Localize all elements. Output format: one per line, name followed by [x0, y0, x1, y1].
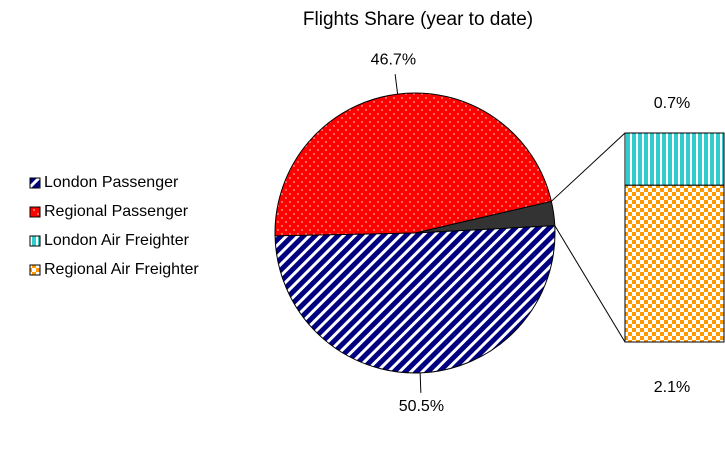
- legend-label: Regional Air Freighter: [44, 261, 199, 278]
- legend-swatch: [29, 264, 41, 276]
- leader-line: [419, 372, 422, 393]
- data-label: 50.5%: [399, 398, 444, 415]
- legend-label: London Passenger: [44, 174, 179, 191]
- legend-swatch: [29, 235, 41, 247]
- leader-line: [394, 74, 399, 95]
- data-label: 2.1%: [654, 379, 690, 396]
- legend-swatch: [29, 206, 41, 218]
- connector-line: [554, 225, 626, 343]
- legend-label: Regional Passenger: [44, 203, 189, 220]
- legend-label: London Air Freighter: [44, 232, 190, 249]
- legend-swatch: [29, 177, 41, 189]
- connector-line: [551, 132, 626, 202]
- data-label: 0.7%: [654, 95, 690, 112]
- bar-segment: [624, 184, 725, 343]
- chart-title: Flights Share (year to date): [303, 9, 533, 30]
- data-label: 46.7%: [371, 52, 416, 69]
- pie-slice: [274, 225, 556, 374]
- bar-segment: [624, 132, 725, 186]
